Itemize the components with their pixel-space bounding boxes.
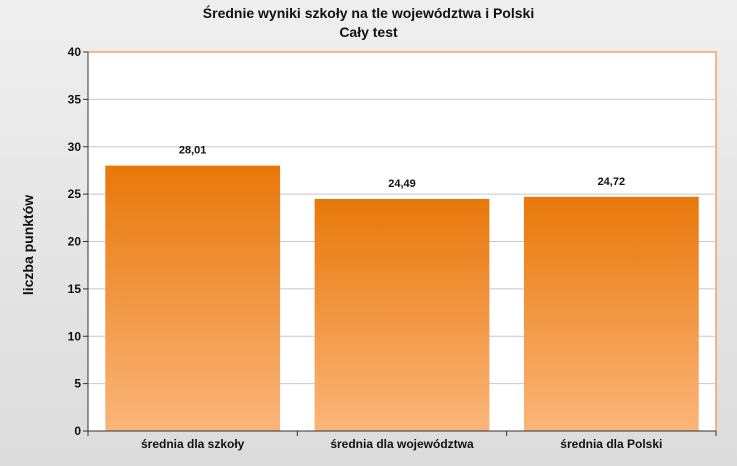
x-tick-label: średnia dla województwa [330, 437, 474, 451]
chart-subtitle: Cały test [339, 24, 398, 40]
chart-title: Średnie wyniki szkoły na tle województwa… [202, 5, 535, 21]
y-tick-label: 35 [68, 92, 82, 106]
bars: 28,01 24,49 24,72 [105, 145, 699, 431]
bar [105, 165, 281, 431]
bar [523, 196, 699, 431]
x-tick-label: średnia dla szkoły [141, 437, 245, 451]
y-tick-label: 0 [74, 424, 81, 438]
bar [314, 198, 490, 431]
y-tick-label: 5 [74, 377, 81, 391]
y-tick-label: 20 [68, 235, 82, 249]
data-label: 24,72 [598, 176, 626, 188]
y-tick-label: 25 [68, 187, 82, 201]
y-tick-label: 10 [68, 329, 82, 343]
y-tick-label: 30 [68, 140, 82, 154]
data-label: 24,49 [388, 178, 416, 190]
x-tick-label: średnia dla Polski [560, 437, 662, 451]
y-tick-label: 40 [68, 45, 82, 59]
axes: 0 5 10 15 20 25 30 35 40 średnia dla szkoły średni… [68, 45, 717, 451]
y-tick-label: 15 [68, 282, 82, 296]
data-label: 28,01 [179, 145, 207, 157]
